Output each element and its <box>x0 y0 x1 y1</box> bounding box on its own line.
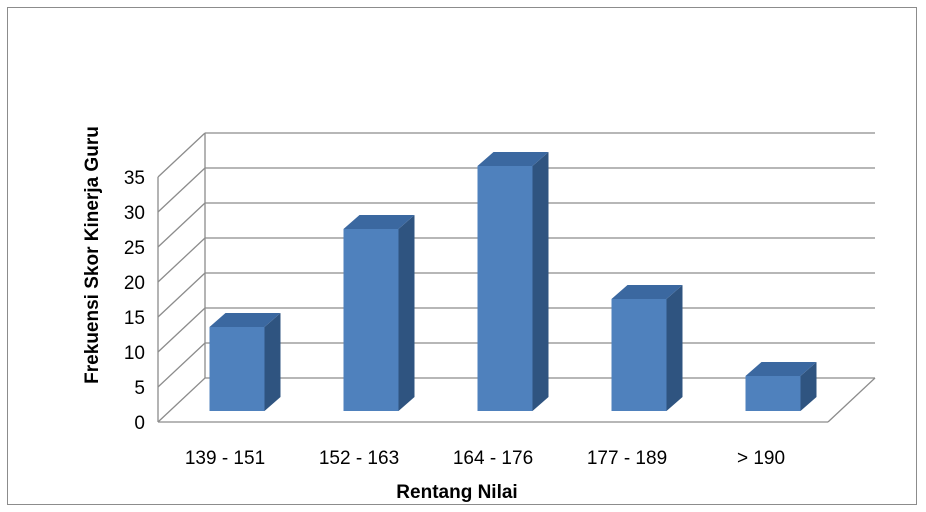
x-tick-label: 152 - 163 <box>319 448 399 469</box>
bar <box>745 362 817 411</box>
gridline-side <box>157 272 206 318</box>
x-tick-label: 139 - 151 <box>185 448 265 469</box>
y-tick-label: 0 <box>134 413 145 434</box>
y-tick-label: 25 <box>124 238 145 259</box>
gridline-side <box>157 342 206 388</box>
bar <box>343 215 415 411</box>
y-tick-label: 30 <box>124 203 145 224</box>
bar-top <box>209 313 281 327</box>
bar-side <box>264 313 281 411</box>
floor-edge <box>827 377 876 423</box>
bar-top <box>745 362 817 376</box>
bar-front <box>343 229 399 411</box>
x-axis-ticks: 139 - 151 152 - 163 164 - 176 177 - 189 > 19… <box>185 448 785 469</box>
x-tick-label: 177 - 189 <box>587 448 667 469</box>
bar-front <box>209 327 265 411</box>
y-tick-label: 20 <box>124 273 145 294</box>
bar <box>209 313 281 411</box>
gridline-side <box>157 132 206 178</box>
bar <box>477 152 549 411</box>
bar-front <box>611 299 667 411</box>
bar-side <box>800 362 817 411</box>
y-tick-label: 10 <box>124 343 145 364</box>
y-tick-label: 5 <box>134 378 145 399</box>
bar-front <box>745 376 801 411</box>
bar-side <box>398 215 415 411</box>
bar <box>611 285 683 411</box>
y-axis-ticks: 0 5 10 15 20 25 30 35 <box>124 168 145 434</box>
gridline-side <box>157 167 206 213</box>
y-tick-label: 35 <box>124 168 145 189</box>
gridline-side <box>157 202 206 248</box>
bar-top <box>611 285 683 299</box>
y-axis-title: Frekuensi Skor Kinerja Guru <box>82 126 103 384</box>
bars <box>209 152 817 411</box>
bar-top <box>343 215 415 229</box>
bar-side <box>532 152 549 411</box>
bar-side <box>666 285 683 411</box>
x-tick-label: 164 - 176 <box>453 448 533 469</box>
gridline-side <box>157 237 206 283</box>
gridline-side <box>157 377 206 423</box>
y-tick-label: 15 <box>124 308 145 329</box>
bar-top <box>477 152 549 166</box>
x-axis-title: Rentang Nilai <box>396 482 517 503</box>
gridline-side <box>157 307 206 353</box>
bar-front <box>477 166 533 411</box>
x-tick-label: > 190 <box>737 448 785 469</box>
